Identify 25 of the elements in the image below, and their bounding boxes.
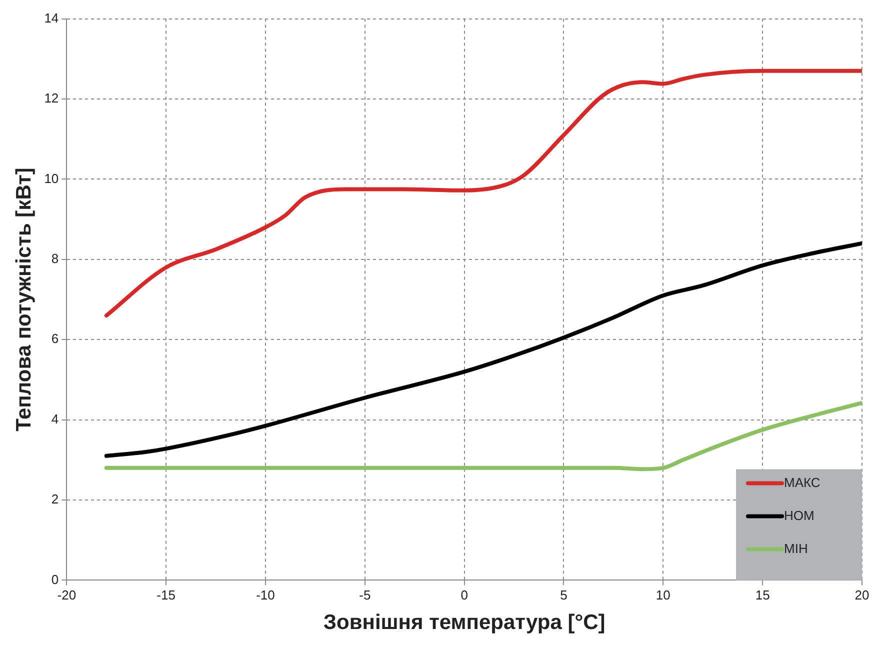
y-tick-label: 4 bbox=[51, 411, 59, 426]
line-series bbox=[104, 68, 862, 318]
x-tick-label: -15 bbox=[156, 588, 176, 603]
y-tick-label: 10 bbox=[44, 170, 59, 186]
x-tick-label: 0 bbox=[460, 588, 468, 603]
legend-label: МІН bbox=[784, 540, 808, 556]
y-axis-title: Теплова потужність [кВт] bbox=[12, 168, 36, 432]
x-tick-label: 5 bbox=[560, 588, 568, 603]
x-tick-label: -20 bbox=[57, 588, 76, 603]
x-tick-label: -10 bbox=[256, 588, 275, 603]
x-axis-title: Зовнішня температура [°C] bbox=[323, 611, 606, 634]
y-tick-label: 6 bbox=[51, 331, 59, 346]
line-series bbox=[104, 400, 862, 472]
x-tick-label: -5 bbox=[359, 588, 371, 603]
y-tick-label: 14 bbox=[44, 10, 59, 26]
y-tick-label: 2 bbox=[51, 492, 59, 507]
x-tick-label: 10 bbox=[656, 588, 670, 603]
y-tick-label: 12 bbox=[44, 90, 59, 106]
legend-label: НОМ bbox=[784, 508, 814, 523]
line-series bbox=[104, 241, 862, 458]
x-tick-label: 20 bbox=[854, 588, 870, 603]
y-tick-label: 8 bbox=[51, 250, 59, 266]
legend-label: МАКС bbox=[784, 474, 820, 490]
y-tick-label: 0 bbox=[51, 572, 59, 587]
x-tick-label: 15 bbox=[755, 588, 770, 603]
